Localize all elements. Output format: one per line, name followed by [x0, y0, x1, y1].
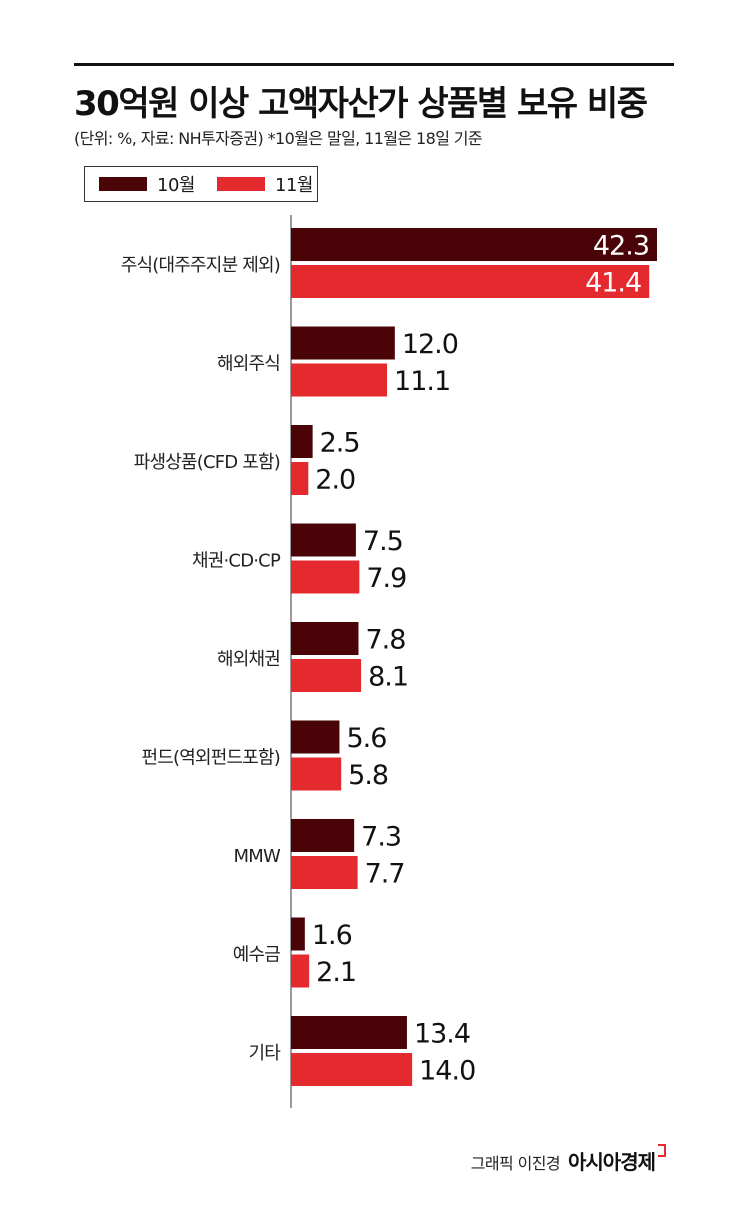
brand-mark-icon [658, 1144, 666, 1157]
value-label-bonds-cd-cp-nov: 7.9 [366, 563, 406, 594]
bar-mmw-nov [291, 856, 358, 889]
bar-foreign-bonds-oct [291, 622, 359, 655]
category-label-foreign-stocks: 해외주식 [217, 354, 280, 375]
bar-other-oct [291, 1016, 407, 1049]
legend-item-oct: 10월 [99, 167, 195, 200]
value-label-bonds-cd-cp-oct: 7.5 [363, 526, 403, 557]
value-label-deposits-oct: 1.6 [312, 920, 352, 951]
category-label-funds: 펀드(역외펀드포함) [141, 748, 280, 769]
bar-stocks-nov [291, 265, 650, 298]
value-label-funds-nov: 5.8 [348, 760, 388, 791]
bar-deposits-nov [291, 954, 310, 988]
bar-derivatives-oct [291, 425, 313, 458]
legend-label-nov: 11월 [275, 174, 313, 196]
brand-logo: 아시아경제 [568, 1150, 656, 1174]
category-label-other: 기타 [248, 1043, 281, 1064]
category-label-stocks: 주식(대주주지분 제외) [121, 255, 280, 276]
legend-swatch-nov [217, 176, 265, 191]
value-label-foreign-stocks-oct: 12.0 [402, 329, 458, 360]
bar-funds-oct [291, 720, 340, 754]
value-label-deposits-nov: 2.1 [316, 957, 356, 988]
bar-foreign-bonds-nov [291, 659, 362, 692]
bar-derivatives-nov [291, 462, 309, 495]
value-label-stocks-oct: 42.3 [593, 231, 649, 262]
bar-foreign-stocks-nov [291, 363, 388, 397]
category-label-mmw: MMW [234, 846, 281, 867]
chart-title: 30억원 이상 고액자산가 상품별 보유 비중 [74, 84, 648, 124]
value-label-derivatives-oct: 2.5 [320, 428, 360, 459]
value-label-mmw-oct: 7.3 [361, 822, 401, 853]
top-rule [74, 63, 674, 66]
credit: 그래픽 이진경 아시아경제 [470, 1144, 666, 1175]
value-label-mmw-nov: 7.7 [365, 859, 405, 890]
value-label-foreign-bonds-oct: 7.8 [365, 625, 405, 656]
legend-swatch-oct [99, 176, 147, 191]
bar-bonds-cd-cp-oct [291, 523, 356, 557]
bar-funds-nov [291, 757, 342, 791]
bar-other-nov [291, 1053, 413, 1086]
value-label-foreign-bonds-nov: 8.1 [368, 662, 408, 693]
value-label-stocks-nov: 41.4 [585, 268, 641, 299]
category-label-bonds-cd-cp: 채권·CD·CP [192, 551, 281, 572]
bar-mmw-oct [291, 819, 355, 852]
value-label-other-nov: 14.0 [419, 1056, 475, 1087]
legend-item-nov: 11월 [217, 167, 313, 200]
bar-stocks-oct [291, 228, 657, 261]
value-label-foreign-stocks-nov: 11.1 [394, 366, 450, 397]
legend-label-oct: 10월 [157, 174, 195, 196]
value-label-other-oct: 13.4 [414, 1019, 470, 1050]
category-label-deposits: 예수금 [233, 945, 281, 966]
category-label-foreign-bonds: 해외채권 [217, 649, 280, 670]
value-label-funds-oct: 5.6 [346, 723, 386, 754]
legend: 10월 11월 [84, 166, 318, 202]
category-label-derivatives: 파생상품(CFD 포함) [134, 452, 280, 473]
credit-text: 그래픽 이진경 [470, 1154, 561, 1173]
chart-subtitle: (단위: %, 자료: NH투자증권) *10월은 말일, 11월은 18일 기… [74, 129, 483, 148]
bar-deposits-oct [291, 917, 305, 951]
bar-foreign-stocks-oct [291, 326, 395, 360]
value-label-derivatives-nov: 2.0 [315, 465, 355, 496]
bar-bonds-cd-cp-nov [291, 560, 360, 594]
